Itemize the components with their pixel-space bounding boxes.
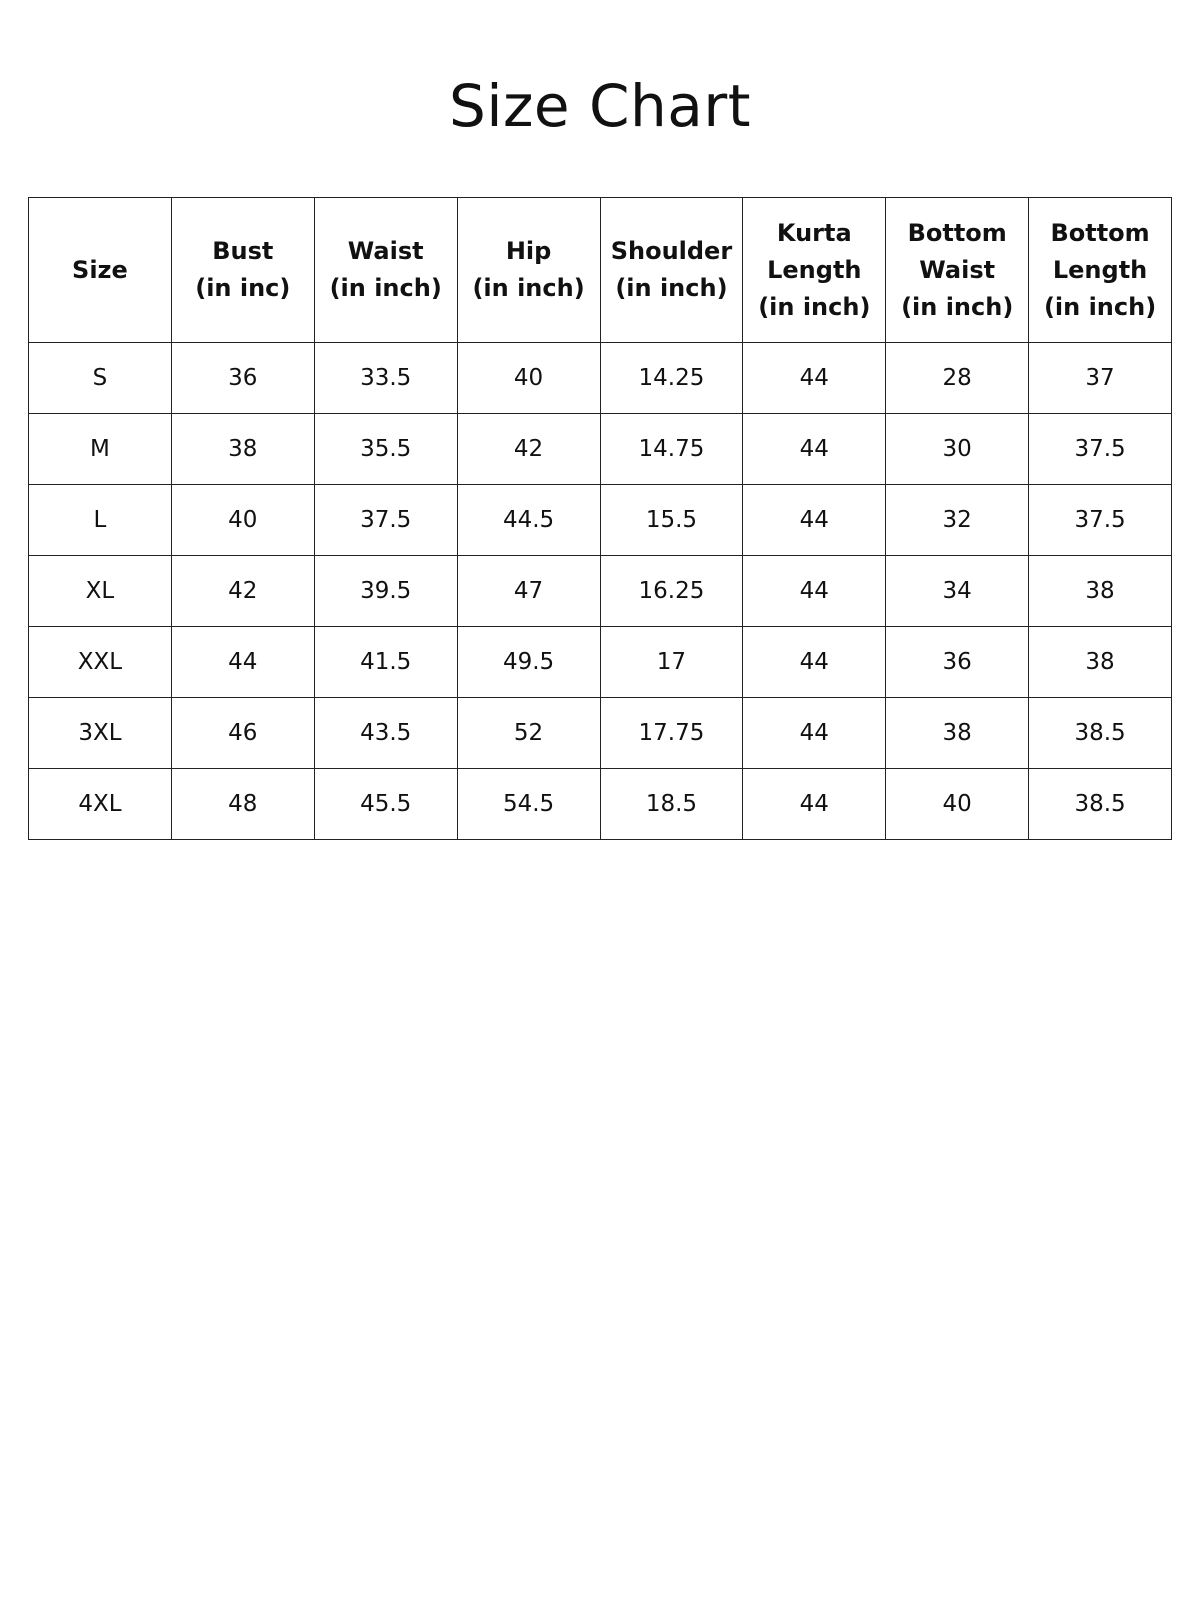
measurement-cell: 49.5 [456,626,601,698]
measurement-cell: 37.5 [313,484,458,556]
measurement-cell: 36 [885,626,1030,698]
measurement-cell: 35.5 [313,413,458,485]
measurement-cell: 42 [456,413,601,485]
column-header: Size [28,197,172,343]
measurement-cell: 17.75 [599,697,744,769]
measurement-cell: 37.5 [1028,413,1172,485]
table-row: 3XL 46 43.5 52 17.75 44 38 38.5 [28,697,1172,769]
measurement-cell: 34 [885,555,1030,627]
measurement-cell: 38 [170,413,315,485]
column-header: Bottom Length (in inch) [1028,197,1172,343]
measurement-cell: 36 [170,342,315,414]
measurement-cell: 40 [885,768,1030,840]
measurement-cell: 44 [170,626,315,698]
measurement-cell: 41.5 [313,626,458,698]
measurement-cell: 39.5 [313,555,458,627]
measurement-cell: 44 [742,413,887,485]
measurement-cell: 28 [885,342,1030,414]
measurement-cell: 44 [742,626,887,698]
measurement-cell: 37.5 [1028,484,1172,556]
measurement-cell: 38 [1028,626,1172,698]
column-header: Waist (in inch) [313,197,458,343]
measurement-cell: 47 [456,555,601,627]
measurement-cell: 44 [742,768,887,840]
measurement-cell: 40 [170,484,315,556]
measurement-cell: 38.5 [1028,768,1172,840]
page-title: Size Chart [449,72,751,140]
column-header: Bust (in inc) [170,197,315,343]
measurement-cell: 44.5 [456,484,601,556]
measurement-cell: 40 [456,342,601,414]
measurement-cell: 38 [885,697,1030,769]
measurement-cell: 54.5 [456,768,601,840]
column-header: Shoulder (in inch) [599,197,744,343]
table-row: XXL 44 41.5 49.5 17 44 36 38 [28,626,1172,698]
measurement-cell: 32 [885,484,1030,556]
size-cell: XXL [28,626,172,698]
measurement-cell: 44 [742,555,887,627]
size-cell: 4XL [28,768,172,840]
column-header: Kurta Length (in inch) [742,197,887,343]
measurement-cell: 38.5 [1028,697,1172,769]
column-header: Hip (in inch) [456,197,601,343]
column-header: Bottom Waist (in inch) [885,197,1030,343]
measurement-cell: 16.25 [599,555,744,627]
measurement-cell: 48 [170,768,315,840]
measurement-cell: 33.5 [313,342,458,414]
measurement-cell: 14.75 [599,413,744,485]
measurement-cell: 18.5 [599,768,744,840]
measurement-cell: 45.5 [313,768,458,840]
measurement-cell: 15.5 [599,484,744,556]
size-chart-table: Size Bust (in inc) Waist (in inch) Hip (in … [28,197,1172,840]
size-cell: XL [28,555,172,627]
measurement-cell: 44 [742,484,887,556]
measurement-cell: 14.25 [599,342,744,414]
size-cell: 3XL [28,697,172,769]
measurement-cell: 43.5 [313,697,458,769]
measurement-cell: 44 [742,342,887,414]
measurement-cell: 42 [170,555,315,627]
measurement-cell: 44 [742,697,887,769]
measurement-cell: 38 [1028,555,1172,627]
measurement-cell: 17 [599,626,744,698]
table-row: XL 42 39.5 47 16.25 44 34 38 [28,555,1172,627]
table-row: S 36 33.5 40 14.25 44 28 37 [28,342,1172,414]
size-cell: M [28,413,172,485]
measurement-cell: 37 [1028,342,1172,414]
header-row: Size Bust (in inc) Waist (in inch) Hip (in … [28,197,1172,343]
size-cell: L [28,484,172,556]
table-row: M 38 35.5 42 14.75 44 30 37.5 [28,413,1172,485]
table-row: L 40 37.5 44.5 15.5 44 32 37.5 [28,484,1172,556]
measurement-cell: 46 [170,697,315,769]
table-row: 4XL 48 45.5 54.5 18.5 44 40 38.5 [28,768,1172,840]
measurement-cell: 52 [456,697,601,769]
measurement-cell: 30 [885,413,1030,485]
size-cell: S [28,342,172,414]
